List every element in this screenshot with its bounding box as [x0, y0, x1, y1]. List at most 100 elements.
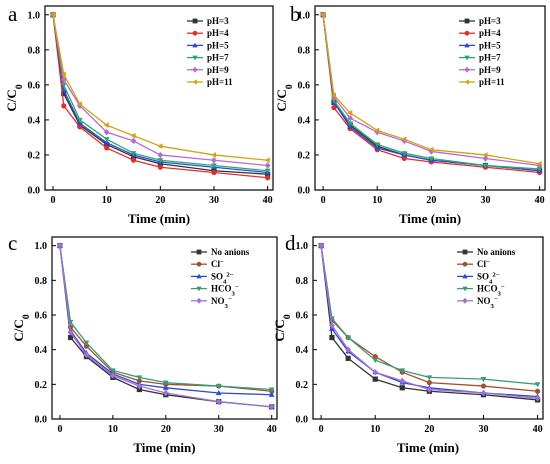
legend-label: pH=4 [207, 28, 229, 38]
series-line [52, 14, 268, 172]
data-point [268, 403, 275, 411]
series-line [320, 245, 538, 392]
x-tick-label: 30 [480, 195, 490, 206]
legend-marker [462, 297, 468, 304]
data-point [347, 123, 354, 129]
data-point [60, 71, 66, 78]
data-point [265, 175, 271, 181]
data-point [480, 383, 487, 389]
data-point [482, 155, 489, 162]
y-tick-label: 0.8 [35, 276, 48, 287]
data-point [372, 354, 378, 360]
data-point [104, 145, 110, 151]
legend-marker [192, 42, 198, 48]
series-line [322, 14, 540, 172]
x-tick-label: 20 [424, 424, 434, 435]
data-point [77, 124, 83, 130]
data-point [399, 385, 405, 391]
data-point [426, 380, 432, 386]
data-point [136, 378, 142, 384]
data-point [215, 398, 222, 405]
legend-marker [192, 18, 198, 24]
data-point [103, 139, 110, 145]
panel-a: a 0 10 20 30 40 0.0 0.2 0.4 0.6 0.8 1.0 Time (min) C/… [4, 2, 274, 226]
series-line [52, 14, 268, 167]
data-point [211, 156, 217, 164]
x-tick-label: 0 [51, 195, 56, 206]
series-line [52, 14, 268, 174]
data-point [215, 390, 222, 396]
legend-marker [464, 55, 470, 61]
data-point [268, 391, 275, 397]
legend-label: pH=4 [479, 28, 501, 38]
data-point [162, 384, 169, 390]
data-point [130, 157, 137, 163]
y-tick-label: 0.0 [298, 186, 311, 197]
data-point [374, 127, 380, 134]
y-axis-title-group: C/C0 [4, 84, 25, 111]
data-point [211, 169, 217, 176]
y-tick-label: 0.2 [296, 380, 309, 391]
x-axis-title: Time (min) [397, 440, 459, 455]
data-point [103, 137, 110, 143]
series-Cl⁻ [57, 243, 275, 394]
data-point [136, 382, 143, 390]
y-tick-label: 0.0 [28, 186, 41, 197]
data-point [157, 151, 164, 159]
data-point [60, 87, 67, 93]
y-axis-title: C/C0 [11, 314, 32, 341]
series-NO₃⁻ [57, 242, 275, 411]
y-tick-label: 0.8 [28, 45, 41, 56]
series-line [322, 14, 540, 167]
y-tick-label: 0.4 [298, 115, 311, 126]
data-point [264, 157, 270, 164]
legend-label: pH=3 [479, 16, 501, 26]
data-point [130, 137, 137, 145]
y-tick-label: 0.8 [298, 45, 311, 56]
data-point [399, 368, 406, 374]
y-tick-label: 0.6 [28, 80, 41, 91]
legend-label: Cl− [211, 259, 224, 270]
series-line [320, 245, 538, 385]
data-point [372, 357, 379, 364]
panel-d: d 0 10 20 30 40 0.0 0.2 0.4 0.6 0.8 1.0 Time (min) C/… [272, 231, 544, 455]
x-axis-title: Time (min) [133, 440, 195, 455]
data-point [264, 162, 271, 169]
y-axis-title-group: C/C0 [274, 84, 295, 111]
data-point [50, 11, 56, 18]
data-point [210, 152, 217, 158]
series-line [320, 245, 538, 399]
legend: pH=3 pH=4 pH=5 pH=7 pH=9 pH=11 [187, 16, 233, 87]
data-point [157, 164, 163, 170]
series-line [59, 245, 272, 408]
series-Cl⁻ [318, 243, 541, 394]
x-tick-label: 0 [321, 195, 326, 206]
series-line [52, 14, 268, 179]
data-point [480, 377, 487, 383]
data-point [67, 334, 74, 341]
series-NO₃⁻ [318, 242, 541, 402]
y-tick-label: 0.4 [28, 115, 41, 126]
series-pH=5 [50, 11, 271, 175]
data-point [83, 340, 90, 346]
legend-label: NO3− [211, 295, 232, 309]
data-point [76, 101, 82, 107]
legend-label: HCO3− [211, 283, 239, 297]
data-point [329, 322, 335, 329]
y-axis-title: C/C0 [272, 314, 293, 341]
x-tick-label: 10 [372, 195, 382, 206]
panel-letter: b [290, 2, 301, 26]
data-point [57, 242, 63, 249]
series-line [59, 245, 272, 396]
data-point [110, 368, 116, 374]
legend: pH=3 pH=4 pH=5 pH=7 pH=9 pH=11 [459, 16, 505, 87]
series-line [322, 14, 540, 170]
series-HCO₃⁻ [318, 243, 541, 388]
y-tick-label: 0.6 [35, 311, 48, 322]
data-point [318, 242, 324, 249]
y-axis-title-group: C/C0 [272, 314, 293, 341]
data-point [536, 166, 543, 172]
x-tick-label: 40 [533, 424, 543, 435]
series-SO₄²⁻ [57, 242, 275, 397]
series-line [322, 14, 540, 174]
